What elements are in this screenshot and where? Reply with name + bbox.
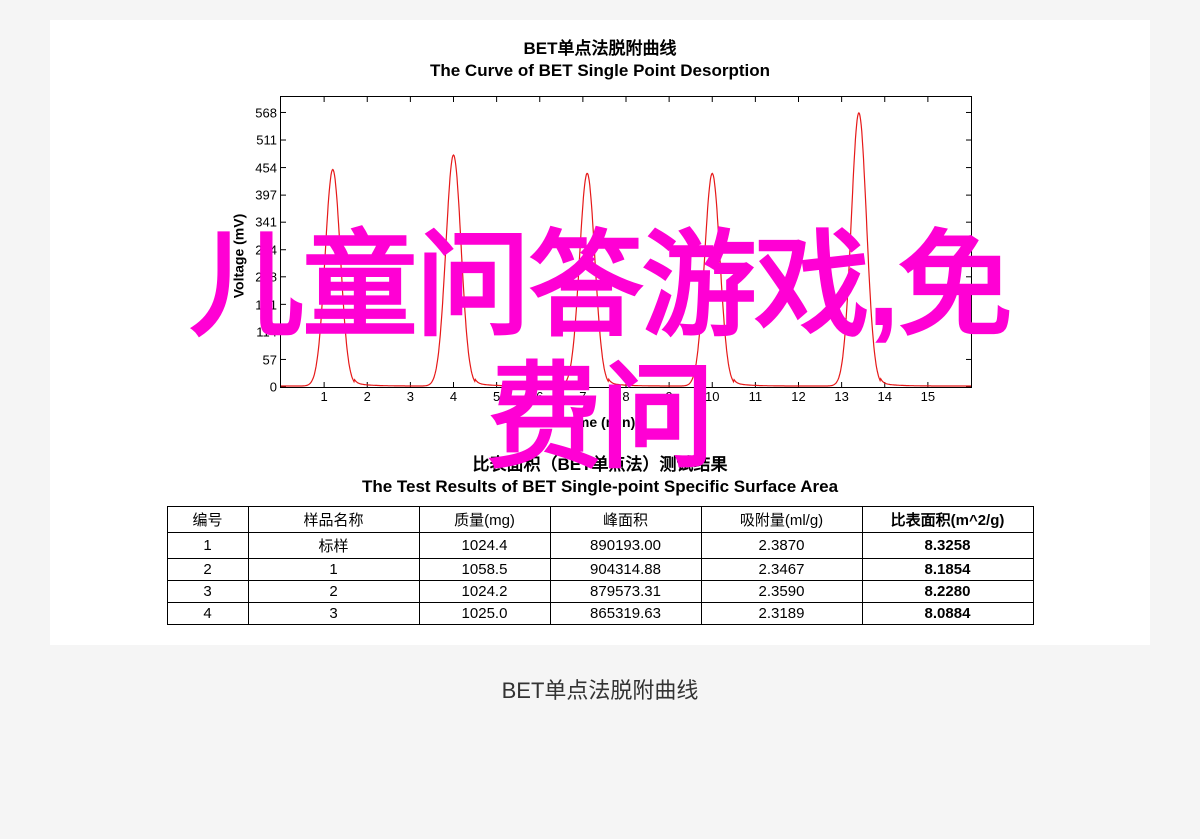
- y-tick-label: 0: [270, 380, 281, 395]
- table-cell: 3: [167, 581, 248, 603]
- chart-title: BET单点法脱附曲线 The Curve of BET Single Point…: [90, 38, 1110, 82]
- table-cell: 3: [248, 603, 419, 625]
- table-header-cell: 样品名称: [248, 507, 419, 533]
- y-tick-label: 228: [255, 269, 281, 284]
- table-cell: 890193.00: [550, 533, 701, 559]
- table-header-row: 编号样品名称质量(mg)峰面积吸附量(ml/g)比表面积(m^2/g): [167, 507, 1033, 533]
- x-tick-label: 2: [364, 387, 371, 404]
- y-tick-label: 57: [263, 352, 281, 367]
- x-tick-label: 4: [450, 387, 457, 404]
- y-tick-label: 511: [256, 133, 281, 148]
- table-cell: 8.2280: [862, 581, 1033, 603]
- table-cell: 904314.88: [550, 559, 701, 581]
- x-axis-label: Time (min): [565, 414, 636, 430]
- table-header-cell: 吸附量(ml/g): [701, 507, 862, 533]
- chart-svg: [281, 97, 971, 387]
- table-header-cell: 比表面积(m^2/g): [862, 507, 1033, 533]
- y-tick-label: 114: [256, 325, 281, 340]
- table-cell: 1: [248, 559, 419, 581]
- chart-title-cn: BET单点法脱附曲线: [524, 39, 677, 58]
- chart-title-en: The Curve of BET Single Point Desorption: [430, 61, 770, 80]
- table-cell: 1058.5: [419, 559, 550, 581]
- table-header-cell: 峰面积: [550, 507, 701, 533]
- x-tick-label: 13: [834, 387, 848, 404]
- x-tick-label: 9: [666, 387, 673, 404]
- table-row: 431025.0865319.632.31898.0884: [167, 603, 1033, 625]
- table-header-cell: 质量(mg): [419, 507, 550, 533]
- y-tick-label: 397: [255, 188, 281, 203]
- y-tick-label: 568: [255, 105, 281, 120]
- table-row: 211058.5904314.882.34678.1854: [167, 559, 1033, 581]
- table-title: 比表面积（BET单点法）测试结果 The Test Results of BET…: [90, 454, 1110, 498]
- table-cell: 标样: [248, 533, 419, 559]
- table-row: 321024.2879573.312.35908.2280: [167, 581, 1033, 603]
- table-cell: 4: [167, 603, 248, 625]
- x-tick-label: 15: [921, 387, 935, 404]
- x-tick-label: 8: [622, 387, 629, 404]
- table-cell: 879573.31: [550, 581, 701, 603]
- y-axis-label: Voltage (mV): [230, 214, 246, 299]
- x-tick-label: 6: [536, 387, 543, 404]
- figure-caption: BET单点法脱附曲线: [0, 673, 1200, 705]
- y-tick-label: 341: [255, 215, 281, 230]
- table-title-cn: 比表面积（BET单点法）测试结果: [473, 455, 728, 474]
- table-title-en: The Test Results of BET Single-point Spe…: [362, 477, 838, 496]
- table-cell: 8.3258: [862, 533, 1033, 559]
- y-tick-label: 454: [255, 160, 281, 175]
- x-tick-label: 12: [791, 387, 805, 404]
- table-cell: 2: [167, 559, 248, 581]
- x-tick-label: 11: [749, 387, 763, 404]
- table-row: 1标样1024.4890193.002.38708.3258: [167, 533, 1033, 559]
- x-tick-label: 1: [321, 387, 328, 404]
- x-tick-label: 7: [579, 387, 586, 404]
- table-body: 1标样1024.4890193.002.38708.3258211058.590…: [167, 533, 1033, 625]
- table-cell: 1: [167, 533, 248, 559]
- table-cell: 8.0884: [862, 603, 1033, 625]
- table-cell: 2.3590: [701, 581, 862, 603]
- results-table: 编号样品名称质量(mg)峰面积吸附量(ml/g)比表面积(m^2/g) 1标样1…: [167, 506, 1034, 625]
- table-cell: 1025.0: [419, 603, 550, 625]
- x-tick-label: 3: [407, 387, 414, 404]
- y-tick-label: 284: [255, 242, 281, 257]
- table-cell: 2.3870: [701, 533, 862, 559]
- x-tick-label: 10: [705, 387, 719, 404]
- table-header-cell: 编号: [167, 507, 248, 533]
- x-tick-label: 5: [493, 387, 500, 404]
- y-tick-label: 171: [255, 297, 281, 312]
- table-cell: 8.1854: [862, 559, 1033, 581]
- table-cell: 1024.4: [419, 533, 550, 559]
- report-page: BET单点法脱附曲线 The Curve of BET Single Point…: [50, 20, 1150, 645]
- chart-container: Voltage (mV) 057114171228284341397454511…: [210, 86, 990, 426]
- table-cell: 2: [248, 581, 419, 603]
- table-cell: 2.3467: [701, 559, 862, 581]
- table-cell: 1024.2: [419, 581, 550, 603]
- x-tick-label: 14: [878, 387, 892, 404]
- table-cell: 2.3189: [701, 603, 862, 625]
- plot-area: 0571141712282843413974545115681234567891…: [280, 96, 972, 388]
- table-cell: 865319.63: [550, 603, 701, 625]
